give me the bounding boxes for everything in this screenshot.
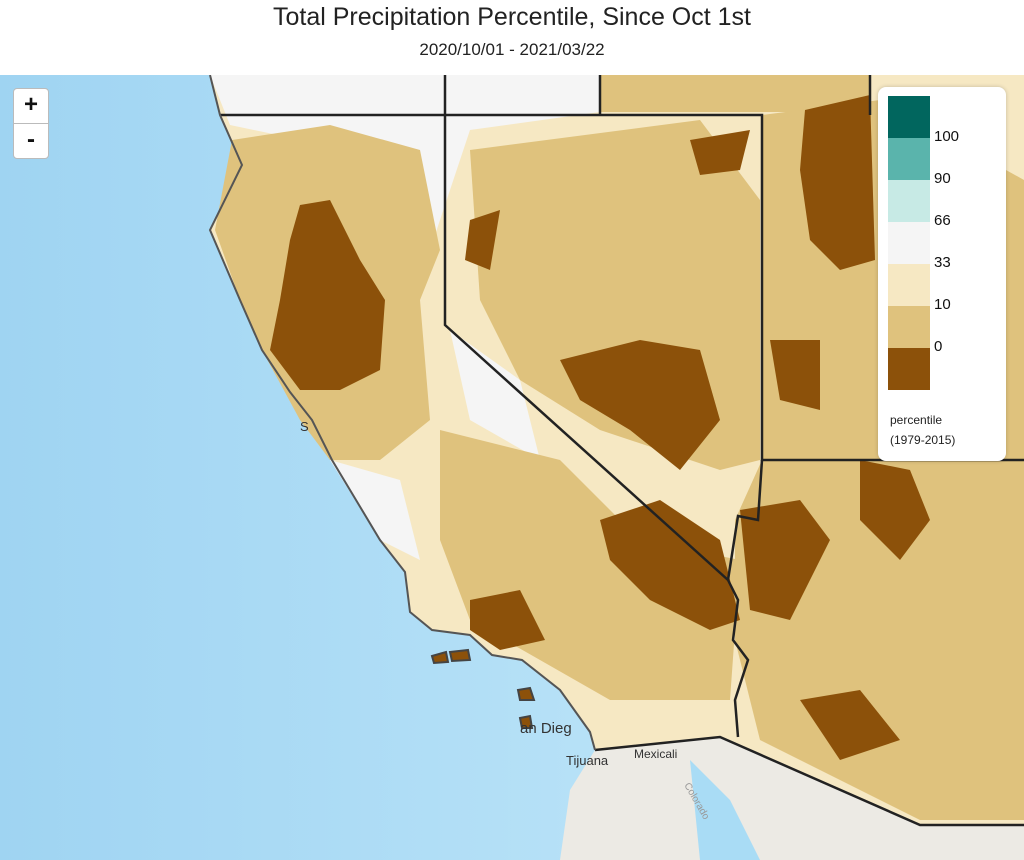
legend-swatch [888,264,930,306]
legend-swatch [888,96,930,138]
legend-label: 100 [934,128,960,145]
legend-label: 66 [934,212,951,229]
legend: percentile (1979-2015) 100 90 66 33 10 0 [878,87,1006,461]
header: Total Precipitation Percentile, Since Oc… [0,0,1024,75]
subtitle: 2020/10/01 - 2021/03/22 [419,40,605,59]
legend-swatch [888,222,930,264]
title: Total Precipitation Percentile, Since Oc… [272,3,751,31]
place-label: an Dieg [520,720,572,737]
legend-label: 10 [934,296,951,313]
legend-label: 90 [934,170,951,187]
place-label: Mexicali [634,747,677,761]
legend-subtitle: (1979-2015) [890,433,956,447]
zoom-in[interactable]: + [13,88,49,124]
place-label: Tijuana [566,753,609,768]
legend-label: 33 [934,254,951,271]
legend-swatch [888,306,930,348]
zoom-out[interactable]: - [13,123,49,159]
legend-title: percentile [890,413,943,427]
legend-label: 0 [934,338,943,355]
legend-swatch [888,348,930,390]
legend-swatch [888,138,930,180]
legend-swatch [888,180,930,222]
place-label: S [300,419,309,434]
